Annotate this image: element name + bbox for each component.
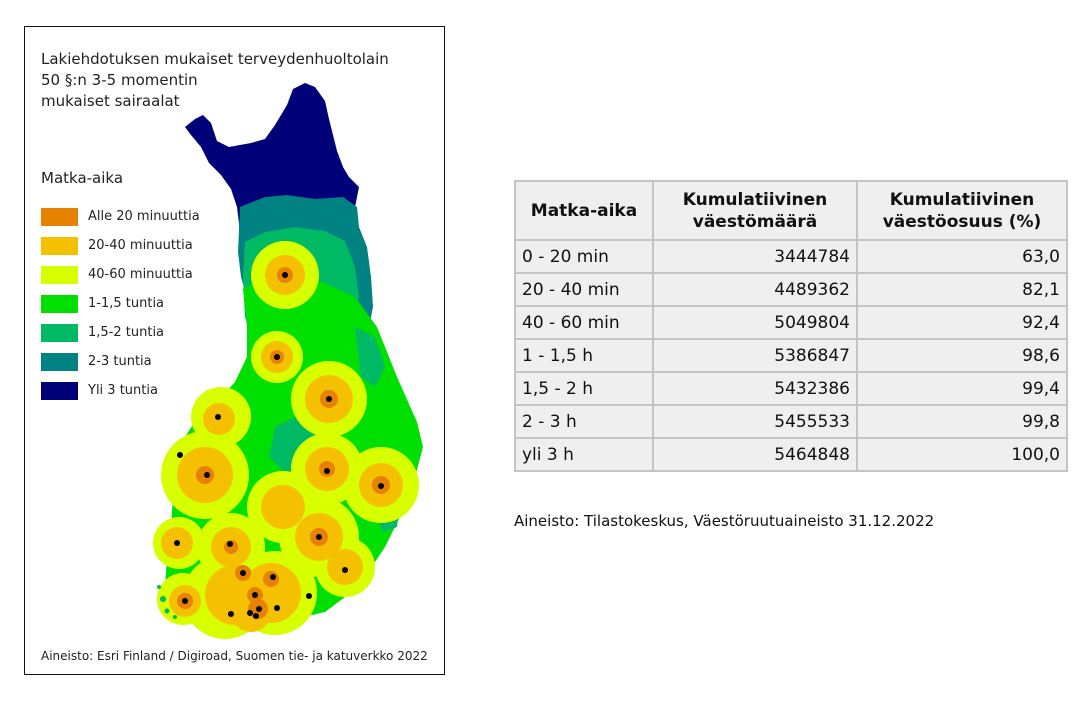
cell-share: 92,4 <box>856 305 1068 340</box>
cell-population: 3444784 <box>652 239 858 274</box>
legend-label: Alle 20 minuuttia <box>88 209 200 224</box>
legend-item-yli-3: Yli 3 tuntia <box>41 376 200 405</box>
legend-label: 40-60 minuuttia <box>88 267 193 282</box>
legend-swatch <box>41 207 78 226</box>
map-source-note: Aineisto: Esri Finland / Digiroad, Suome… <box>41 649 428 663</box>
cell-share: 82,1 <box>856 272 1068 307</box>
cell-travel-time: 0 - 20 min <box>514 239 654 274</box>
cell-share: 98,6 <box>856 338 1068 373</box>
table-row: yli 3 h 5464848 100,0 <box>514 437 1068 472</box>
column-header-cumulative-share: Kumulatiivinen väestöosuus (%) <box>856 180 1068 241</box>
cell-population: 5432386 <box>652 371 858 406</box>
hospital-markers <box>174 272 384 619</box>
legend-swatch <box>41 294 78 313</box>
header-text: Kumulatiivinen <box>682 189 828 210</box>
map-title-line-2: 50 §:n 3-5 momentin <box>41 71 198 89</box>
legend-item-20-40: 20-40 minuuttia <box>41 231 200 260</box>
region-alle-20-minuuttia <box>177 267 390 619</box>
legend-label: 2-3 tuntia <box>88 354 152 369</box>
legend-label: Yli 3 tuntia <box>88 383 158 398</box>
travel-time-map-panel: Lakiehdotuksen mukaiset terveydenhuoltol… <box>24 26 445 675</box>
finland-travel-time-map <box>153 83 423 639</box>
legend-swatch <box>41 323 78 342</box>
header-text: väestöosuus (%) <box>882 211 1042 232</box>
cell-population: 5386847 <box>652 338 858 373</box>
cell-population: 5049804 <box>652 305 858 340</box>
population-travel-time-table: Matka-aika Kumulatiivinen väestömäärä Kum… <box>514 180 1068 472</box>
legend-label: 20-40 minuuttia <box>88 238 193 253</box>
cell-population: 5455533 <box>652 404 858 439</box>
table-source-note: Aineisto: Tilastokeskus, Väestöruutuaine… <box>514 512 935 530</box>
legend-swatch <box>41 265 78 284</box>
map-title-line-1: Lakiehdotuksen mukaiset terveydenhuoltol… <box>41 50 389 68</box>
map-legend: Alle 20 minuuttia 20-40 minuuttia 40-60 … <box>41 202 200 405</box>
cell-travel-time: 40 - 60 min <box>514 305 654 340</box>
table-row: 20 - 40 min 4489362 82,1 <box>514 272 1068 307</box>
cell-travel-time: yli 3 h <box>514 437 654 472</box>
legend-swatch <box>41 352 78 371</box>
cell-population: 5464848 <box>652 437 858 472</box>
cell-travel-time: 1 - 1,5 h <box>514 338 654 373</box>
legend-swatch <box>41 236 78 255</box>
cell-share: 99,8 <box>856 404 1068 439</box>
cell-population: 4489362 <box>652 272 858 307</box>
column-header-travel-time: Matka-aika <box>514 180 654 241</box>
cell-travel-time: 20 - 40 min <box>514 272 654 307</box>
table-row: 1,5 - 2 h 5432386 99,4 <box>514 371 1068 406</box>
table-row: 2 - 3 h 5455533 99,8 <box>514 404 1068 439</box>
legend-item-alle-20: Alle 20 minuuttia <box>41 202 200 231</box>
table-row: 0 - 20 min 3444784 63,0 <box>514 239 1068 274</box>
header-text: Matka-aika <box>530 200 638 221</box>
legend-label: 1-1,5 tuntia <box>88 296 165 311</box>
header-text: väestömäärä <box>692 211 818 232</box>
archipelago-islands <box>157 585 177 619</box>
legend-item-40-60: 40-60 minuuttia <box>41 260 200 289</box>
cell-share: 63,0 <box>856 239 1068 274</box>
table-header-row: Matka-aika Kumulatiivinen väestömäärä Kum… <box>514 180 1068 241</box>
cell-travel-time: 1,5 - 2 h <box>514 371 654 406</box>
legend-item-1-1-5: 1-1,5 tuntia <box>41 289 200 318</box>
legend-item-2-3: 2-3 tuntia <box>41 347 200 376</box>
region-1-5-2-patch-east <box>355 327 385 387</box>
cell-travel-time: 2 - 3 h <box>514 404 654 439</box>
region-yli-3-tuntia <box>185 83 359 232</box>
legend-swatch <box>41 381 78 400</box>
cell-share: 100,0 <box>856 437 1068 472</box>
cell-share: 99,4 <box>856 371 1068 406</box>
table-row: 1 - 1,5 h 5386847 98,6 <box>514 338 1068 373</box>
column-header-cumulative-population: Kumulatiivinen väestömäärä <box>652 180 858 241</box>
legend-title: Matka-aika <box>41 169 124 187</box>
legend-label: 1,5-2 tuntia <box>88 325 165 340</box>
map-title-line-3: mukaiset sairaalat <box>41 92 180 110</box>
map-title: Lakiehdotuksen mukaiset terveydenhuoltol… <box>41 49 389 112</box>
table-row: 40 - 60 min 5049804 92,4 <box>514 305 1068 340</box>
header-text: Kumulatiivinen <box>889 189 1035 210</box>
legend-item-1-5-2: 1,5-2 tuntia <box>41 318 200 347</box>
